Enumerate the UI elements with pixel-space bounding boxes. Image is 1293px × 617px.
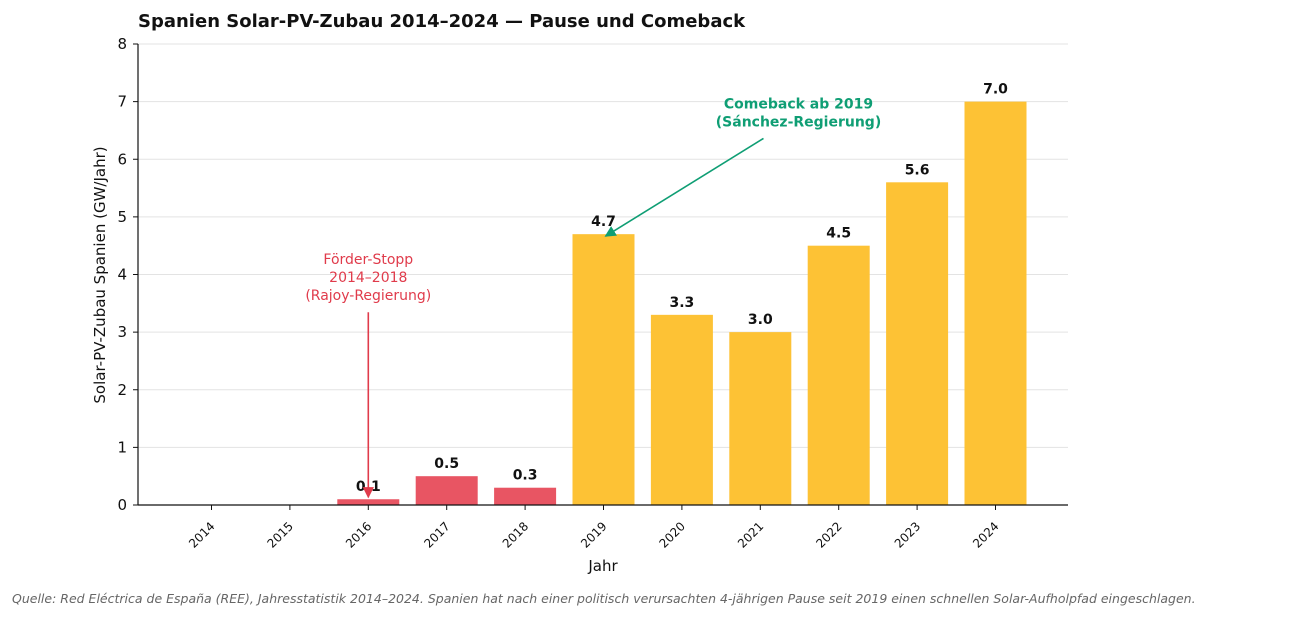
data-label-2023: 5.6	[905, 162, 930, 178]
y-tick-label: 7	[117, 93, 127, 111]
x-tick-label: 2015	[265, 519, 296, 550]
y-tick-label: 1	[117, 438, 127, 456]
annotations: Förder-Stopp 2014–2018 (Rajoy-Regierung) Co…	[305, 96, 881, 499]
bar-2022	[807, 245, 870, 505]
x-tick-label: 2016	[343, 519, 374, 550]
annotation-text: (Sánchez-Regierung)	[716, 114, 881, 130]
data-label-2021: 3.0	[748, 312, 773, 328]
annotation-text: Comeback ab 2019	[724, 96, 873, 112]
annotation-text: (Rajoy-Regierung)	[305, 288, 431, 304]
data-label-2017: 0.5	[434, 456, 459, 472]
y-tick-label: 0	[117, 496, 127, 514]
data-label-2018: 0.3	[513, 468, 538, 484]
x-tick-label: 2020	[657, 519, 688, 550]
bar-2024	[964, 101, 1027, 505]
bar-2017	[415, 476, 478, 505]
annotation-arrow	[604, 137, 764, 237]
y-tick-label: 3	[117, 323, 127, 341]
x-tick-label: 2017	[421, 519, 452, 550]
bar-2023	[886, 182, 949, 506]
bar-2020	[650, 314, 713, 505]
bar-2019	[572, 234, 635, 505]
y-tick-label: 2	[117, 381, 127, 399]
y-tick-label: 4	[117, 266, 127, 284]
bar-2018	[494, 487, 557, 505]
x-tick-label: 2014	[186, 519, 217, 550]
bars	[337, 101, 1027, 506]
y-axis-label: Solar-PV-Zubau Spanien (GW/Jahr)	[91, 146, 109, 403]
data-label-2019: 4.7	[591, 214, 616, 230]
y-tick-label: 6	[117, 150, 127, 168]
bar-2016	[337, 499, 400, 505]
bar-2021	[729, 332, 792, 505]
y-tick-label: 5	[117, 208, 127, 226]
x-tick-label: 2018	[500, 519, 531, 550]
x-tick-label: 2021	[735, 519, 766, 550]
x-tick-label: 2022	[813, 519, 844, 550]
annotation-text: Förder-Stopp	[323, 252, 413, 268]
annotation-text: 2014–2018	[329, 270, 407, 286]
data-label-2024: 7.0	[983, 82, 1008, 98]
x-axis-label: Jahr	[587, 557, 618, 575]
x-tick-label: 2024	[970, 519, 1001, 550]
x-tick-label: 2019	[578, 519, 609, 550]
data-label-2020: 3.3	[669, 295, 694, 311]
y-tick-label: 8	[117, 35, 127, 53]
x-tick-label: 2023	[892, 519, 923, 550]
data-label-2022: 4.5	[826, 226, 851, 242]
chart-title: Spanien Solar-PV-Zubau 2014–2024 — Pause…	[138, 11, 746, 32]
source-note: Quelle: Red Eléctrica de España (REE), J…	[12, 591, 1196, 606]
